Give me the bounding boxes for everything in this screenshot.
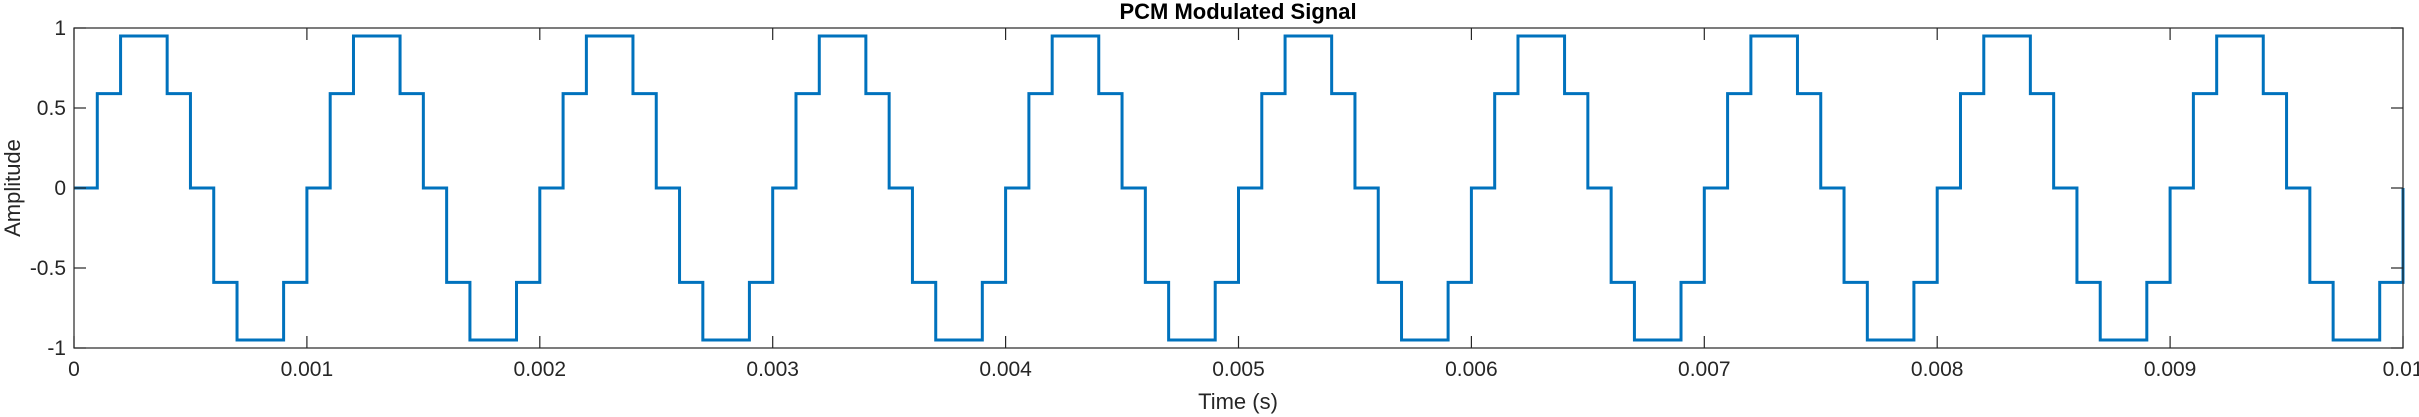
x-tick-label: 0.004: [979, 358, 1032, 381]
y-tick-label: 0: [54, 177, 66, 200]
x-tick-label: 0.006: [1445, 358, 1498, 381]
x-tick-label: 0.001: [281, 358, 334, 381]
x-axis-label: Time (s): [1198, 389, 1278, 414]
y-tick-label: 1: [54, 17, 66, 40]
x-tick-label: 0.008: [1911, 358, 1964, 381]
series-layer: [74, 34, 2405, 342]
x-tick-label: 0.002: [514, 358, 567, 381]
y-axis-label: Amplitude: [0, 139, 25, 237]
x-tick-label: 0: [68, 358, 80, 381]
x-tick-label: 0.01: [2383, 358, 2419, 381]
x-tick-label: 0.005: [1212, 358, 1265, 381]
x-tick-label: 0.007: [1678, 358, 1731, 381]
series-line-0: [74, 34, 2405, 342]
y-tick-label: 0.5: [37, 97, 66, 120]
ticks-layer: 0 0.001 0.002 0.003 0.004 0.005 0.006 0.007 0.00…: [30, 17, 2419, 381]
y-tick-label: -0.5: [30, 257, 66, 280]
chart-title: PCM Modulated Signal: [1119, 0, 1356, 24]
x-tick-label: 0.009: [2144, 358, 2197, 381]
x-tick-label: 0.003: [746, 358, 799, 381]
y-tick-label: -1: [47, 337, 66, 360]
